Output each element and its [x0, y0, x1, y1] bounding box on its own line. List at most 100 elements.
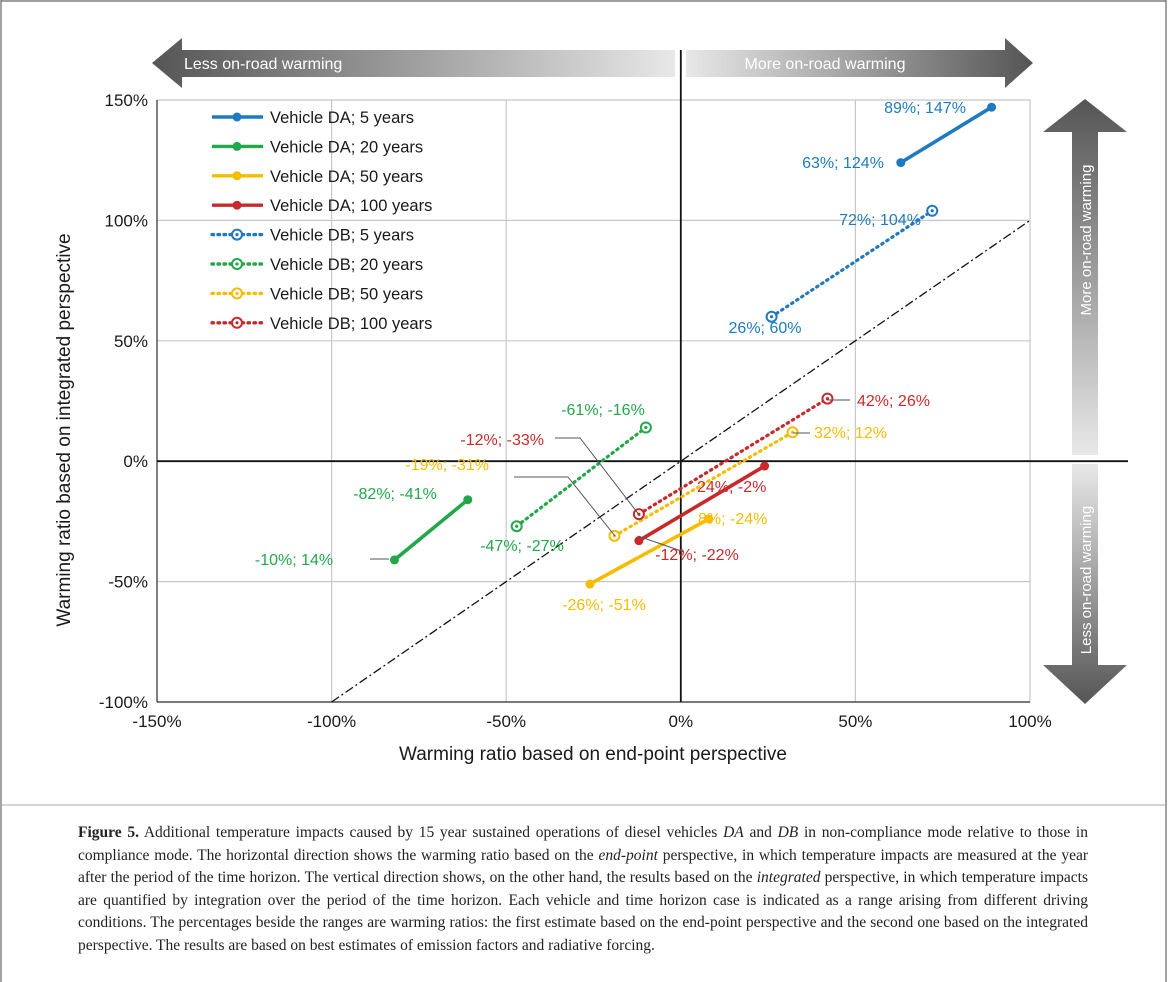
data-labels: 89%; 147% 63%; 124% 72%; 104% 26%; 60% -61%;… [255, 100, 966, 614]
caption-label: Figure 5. [78, 824, 139, 841]
y-tick-label: -100% [99, 693, 148, 712]
series-line [393, 498, 469, 562]
legend-swatch-marker-center [235, 291, 239, 295]
series-point [760, 461, 770, 471]
arrow-up-label: More on-road warming [1078, 165, 1095, 316]
x-axis-label: Warming ratio based on end-point perspec… [399, 744, 787, 765]
series-3 [585, 514, 714, 589]
data-label: 32%; 12% [814, 425, 887, 442]
series-lines [389, 102, 997, 589]
arrow-right-label: More on-road warming [745, 56, 906, 73]
data-label: 72%; 104% [839, 212, 921, 229]
series-point-center [515, 524, 519, 528]
data-label: -47%; -27% [480, 538, 564, 555]
figure-caption: Figure 5. Additional temperature impacts… [78, 822, 1088, 957]
legend-label: Vehicle DA; 20 years [270, 138, 423, 156]
series-line [589, 517, 710, 586]
series-point [987, 102, 997, 112]
y-tick-label: -50% [108, 573, 148, 592]
label-leader-lines [370, 399, 850, 560]
caption-segment: DA [723, 824, 744, 841]
series-point [463, 495, 473, 505]
series-4 [634, 461, 770, 546]
series-line [637, 396, 830, 516]
y-tick-label: 150% [105, 91, 148, 110]
caption-segment: perspective, in which temperature impact… [78, 846, 1089, 887]
legend-swatch-marker [232, 112, 242, 122]
legend-item: Vehicle DA; 100 years [212, 197, 432, 215]
series-point [896, 158, 906, 168]
legend-swatch-marker-center [235, 262, 239, 266]
series-point [585, 579, 595, 589]
data-label: -10%; 14% [255, 552, 333, 569]
data-label: -19%; -31% [405, 457, 489, 474]
caption-segment: in non-compliance mode relative to those… [78, 824, 1088, 864]
data-label: -12%; -33% [460, 432, 544, 449]
series-2 [389, 495, 473, 565]
axes [156, 50, 1128, 703]
series-point-center [930, 209, 934, 213]
arrow-left-label: Less on-road warming [184, 56, 342, 73]
legend-item: Vehicle DA; 20 years [212, 138, 423, 156]
caption-segment: Additional temperature impacts caused by… [138, 824, 724, 841]
tick-labels: -150% -100% -50% 0% 50% 100%-100%-50%0%50%100… [99, 91, 1052, 731]
series-5 [765, 204, 939, 323]
caption-segment: perspective, in which temperature impact… [78, 869, 1088, 954]
leader-line [514, 476, 616, 537]
data-label: 63%; 124% [802, 155, 884, 172]
legend-label: Vehicle DA; 100 years [270, 197, 432, 215]
caption-segment: and [743, 824, 778, 841]
y-tick-label: 50% [114, 332, 148, 351]
y-tick-label: 0% [123, 452, 148, 471]
series-8 [632, 392, 834, 521]
arrow-down-label: Less on-road warming [1078, 506, 1095, 654]
x-tick-label: -150% [132, 712, 181, 731]
arrow-more-warming-up: More on-road warming [1043, 99, 1127, 455]
series-line [769, 209, 934, 319]
legend-item: Vehicle DB; 20 years [210, 256, 423, 274]
legend: Vehicle DA; 5 years Vehicle DA; 20 years V… [210, 109, 432, 333]
caption-text: Additional temperature impacts caused by… [78, 824, 1088, 954]
y-tick-label: 100% [105, 211, 148, 230]
data-label: 8%; -24% [698, 511, 767, 528]
y-axis-label: Warming ratio based on integrated perspe… [54, 233, 75, 626]
x-tick-label: 100% [1008, 712, 1051, 731]
legend-label: Vehicle DB; 5 years [270, 227, 414, 245]
x-tick-label: -50% [486, 712, 526, 731]
data-label: 42%; 26% [857, 393, 930, 410]
series-point [389, 555, 399, 565]
legend-label: Vehicle DA; 5 years [270, 109, 414, 127]
data-label: 26%; 60% [729, 320, 802, 337]
series-line [899, 105, 993, 165]
series-point [704, 514, 714, 524]
x-tick-label: -100% [307, 712, 356, 731]
legend-label: Vehicle DB; 100 years [270, 315, 432, 333]
data-label: 89%; 147% [884, 100, 966, 117]
legend-label: Vehicle DA; 50 years [270, 168, 423, 186]
reference-line-one-to-one [331, 219, 1031, 703]
series-6 [510, 421, 652, 533]
series-point [634, 536, 644, 546]
data-label: -12%; -22% [655, 547, 739, 564]
data-label: -82%; -41% [353, 486, 437, 503]
data-label: -61%; -16% [561, 402, 645, 419]
legend-swatch-marker [232, 200, 242, 210]
legend-item: Vehicle DB; 5 years [210, 227, 414, 245]
legend-item: Vehicle DA; 5 years [212, 109, 414, 127]
caption-segment: end-point [598, 846, 658, 864]
series-point-center [769, 315, 774, 319]
arrow-less-warming-down: Less on-road warming [1043, 464, 1127, 704]
legend-label: Vehicle DB; 50 years [270, 285, 423, 303]
data-label: -26%; -51% [562, 597, 646, 614]
legend-swatch-marker [232, 171, 242, 181]
chart: Less on-road warming More on-road warmin… [54, 38, 1128, 765]
series-point-center [825, 396, 830, 401]
series-line [637, 464, 766, 543]
data-label: 24%; -2% [697, 479, 766, 496]
legend-swatch-marker [232, 141, 242, 151]
leader-line [637, 535, 685, 553]
leader-line [555, 437, 641, 517]
caption-segment: integrated [756, 869, 821, 886]
legend-item: Vehicle DB; 50 years [210, 285, 423, 303]
